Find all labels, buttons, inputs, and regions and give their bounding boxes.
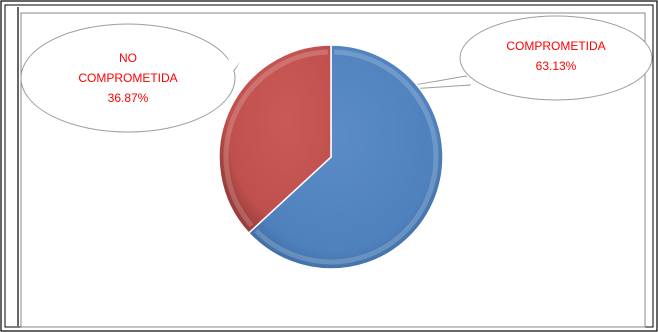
- callout-label-no-comprometida: NO COMPROMETIDA 36.87%: [78, 51, 177, 105]
- chart-area-border: [20, 12, 646, 328]
- slice-value-label: 36.87%: [108, 91, 149, 105]
- slice-label-line-1: COMPROMETIDA: [506, 39, 605, 53]
- callout-no-comprometida-bubble: [20, 23, 244, 133]
- callout-label-comprometida: COMPROMETIDA 63.13%: [506, 39, 605, 73]
- pie-slice-comprometida: [247, 44, 444, 270]
- pie-slice-comprometida-bevel: [254, 49, 439, 265]
- pie: [218, 44, 444, 270]
- callout-comprometida-bubble: [379, 15, 653, 101]
- pie-slice-no-comprometida-bevel: [223, 49, 328, 228]
- slice-label-line-1: NO: [119, 51, 137, 65]
- pie-slice-no-comprometida: [218, 44, 332, 235]
- slice-label-line-2: COMPROMETIDA: [78, 71, 177, 85]
- slice-value-label: 63.13%: [536, 59, 577, 73]
